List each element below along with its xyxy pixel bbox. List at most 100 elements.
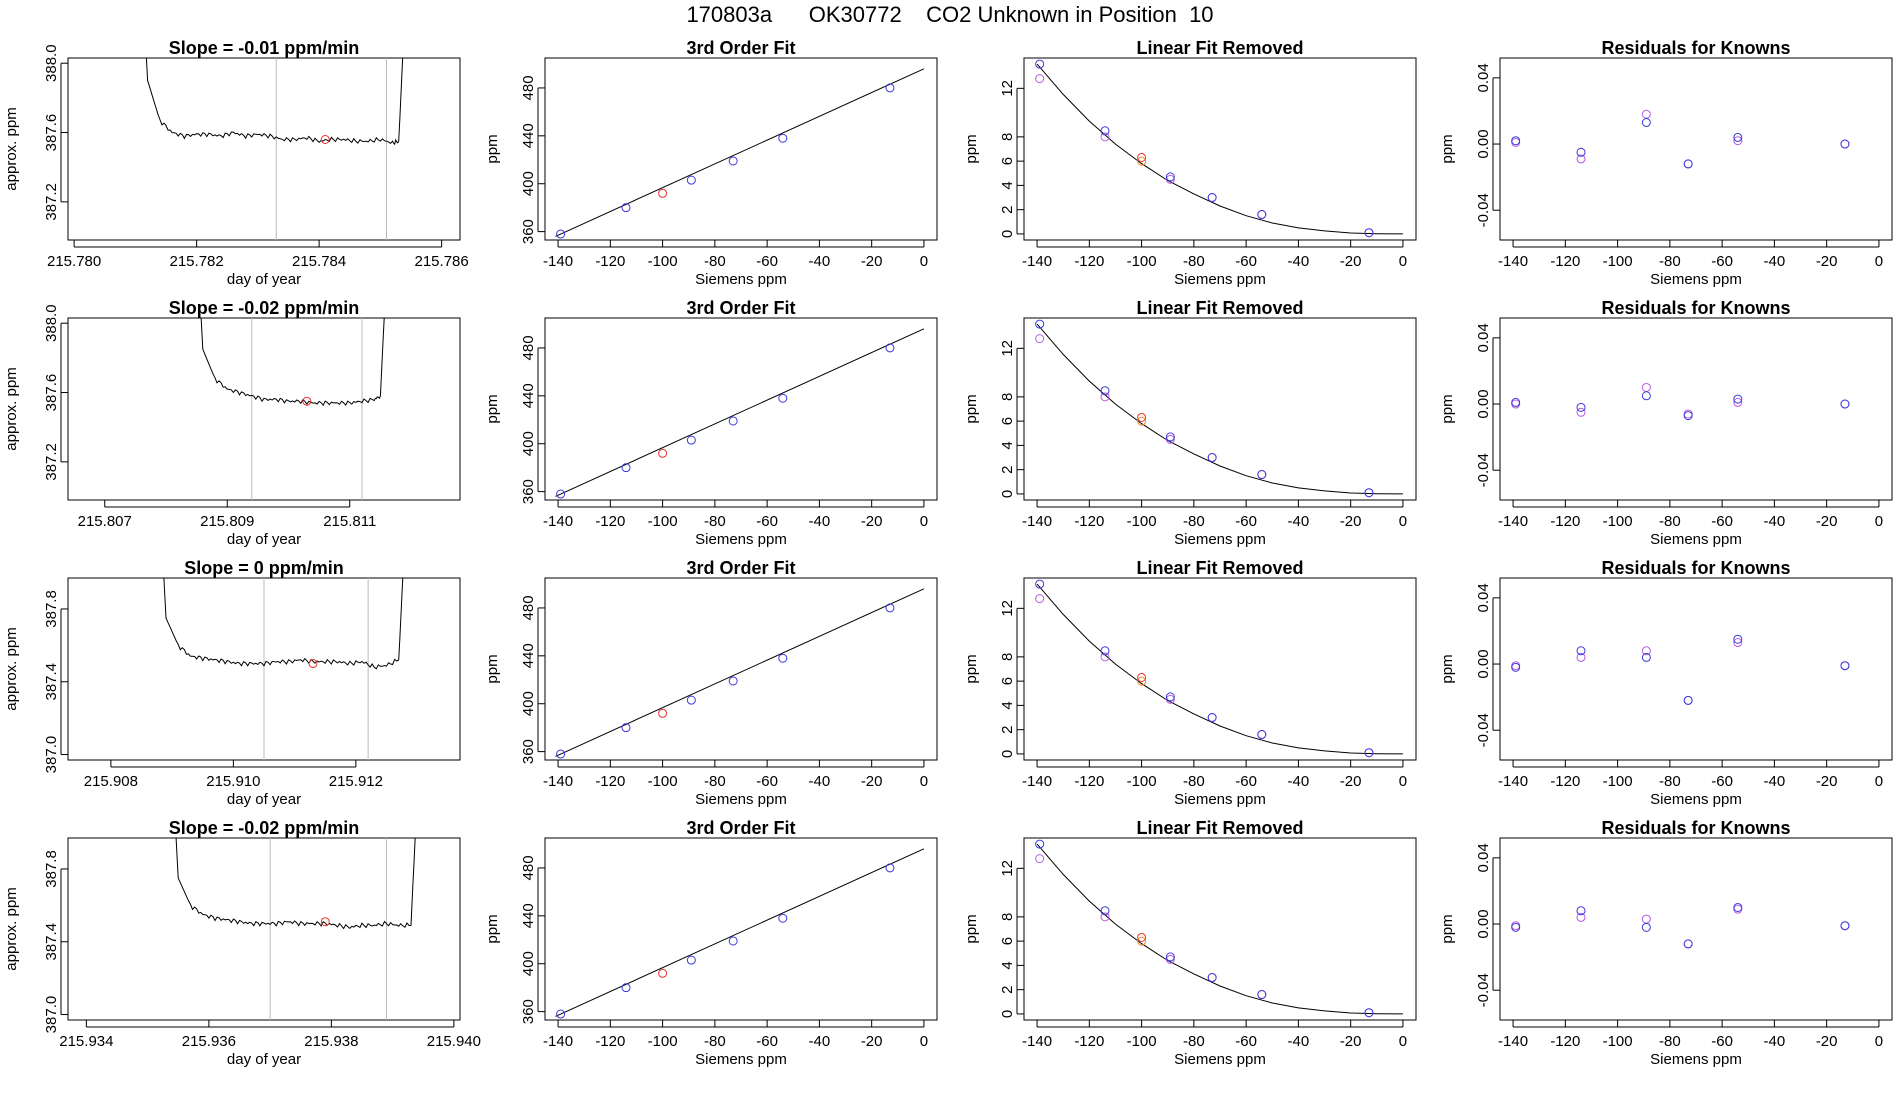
x-tick-label: -140 [1022,773,1052,790]
known-point [885,83,895,93]
plot-frame [544,57,938,241]
x-axis-label: Siemens ppm [695,1051,787,1068]
x-tick-label: -40 [1288,513,1310,530]
y-tick-label: 6 [999,677,1016,685]
known-point-alt [1035,594,1045,604]
y-tick-label: 400 [520,171,537,196]
y-tick-label: 8 [999,913,1016,921]
known-point [556,749,566,759]
x-tick-label: 0 [1875,773,1883,790]
x-tick-label: -80 [704,253,726,270]
plot-frame [1499,577,1893,761]
y-tick-label: 2 [999,985,1016,993]
residual-point-alt [1641,646,1651,656]
concentration-trace [163,578,404,670]
residual-point [1733,902,1743,912]
plot-frame [1023,577,1417,761]
x-tick-label: 0 [1875,1033,1883,1050]
residual-point-alt [1733,638,1743,648]
unknown-point [658,708,668,718]
unknown-point [658,448,668,458]
plot-area [1511,902,1850,949]
residual-point [1683,411,1693,421]
y-tick-label: 440 [520,123,537,148]
known-point [686,435,696,445]
y-axis-label: approx. ppm [3,887,20,970]
panel-title: Linear Fit Removed [1136,558,1303,578]
figure-title: 170803a OK30772 CO2 Unknown in Position … [686,2,1214,27]
x-tick-label: -100 [648,1033,678,1050]
x-tick-label: -140 [1498,513,1528,530]
residual-point-alt [1733,136,1743,146]
known-point [1165,432,1175,442]
plot-area [555,328,925,499]
known-point [1257,210,1267,220]
x-axis-label: day of year [227,531,301,548]
x-tick-label: 215.811 [323,513,376,530]
residual-point [1576,147,1586,157]
x-tick-label: -80 [704,513,726,530]
x-axis-label: Siemens ppm [1174,1051,1266,1068]
x-tick-label: -120 [595,1033,625,1050]
fit-curve [555,588,925,757]
y-axis-label: ppm [484,914,501,943]
x-tick-label: -140 [1498,253,1528,270]
y-tick-label: 480 [520,335,537,360]
x-tick-label: 0 [1399,773,1407,790]
known-point [728,936,738,946]
y-tick-label: 0.04 [1475,63,1492,92]
x-tick-label: -80 [1183,1033,1205,1050]
known-point [621,203,631,213]
known-point [1035,59,1045,69]
x-tick-label: -140 [1022,253,1052,270]
y-tick-label: 387.8 [43,590,60,628]
unknown-point [658,968,668,978]
known-point [686,955,696,965]
y-tick-label: 0.04 [1475,583,1492,612]
x-tick-label: -20 [861,253,883,270]
known-point [1100,126,1110,136]
x-tick-label: 0 [1399,1033,1407,1050]
x-tick-label: -120 [595,773,625,790]
residual-point-alt [1641,914,1651,924]
x-tick-label: -100 [1603,253,1633,270]
y-tick-label: 6 [999,157,1016,165]
x-tick-label: -100 [1603,1033,1633,1050]
known-point [728,156,738,166]
unknown-point [658,188,668,198]
y-tick-label: 12 [999,600,1016,617]
known-point [686,695,696,705]
y-tick-label: 400 [520,951,537,976]
x-tick-label: -120 [595,253,625,270]
x-axis-label: day of year [227,271,301,288]
y-axis-label: approx. ppm [3,367,20,450]
x-tick-label: -140 [543,1033,573,1050]
plot-frame [1499,837,1893,1021]
y-tick-label: 360 [520,999,537,1024]
panel-title: Residuals for Knowns [1601,818,1790,838]
x-tick-label: -120 [1074,513,1104,530]
y-tick-label: 12 [999,80,1016,97]
y-tick-label: 0.04 [1475,843,1492,872]
known-point [1257,730,1267,740]
y-tick-label: 0 [999,230,1016,238]
x-tick-label: -120 [1550,773,1580,790]
plot-frame [67,57,461,241]
x-axis-label: Siemens ppm [1174,271,1266,288]
panel-title: Residuals for Knowns [1601,558,1790,578]
y-tick-label: 2 [999,205,1016,213]
x-tick-label: -40 [1764,1033,1786,1050]
x-axis-label: Siemens ppm [1650,1051,1742,1068]
x-tick-label: -100 [648,513,678,530]
known-point-alt [1165,434,1175,444]
known-point [1364,228,1374,238]
known-point [1035,839,1045,849]
plot-area [200,318,385,500]
plot-area [1035,579,1403,758]
x-axis-label: Siemens ppm [1650,791,1742,808]
known-point-alt [1100,132,1110,142]
x-tick-label: -20 [861,773,883,790]
known-point [1207,453,1217,463]
y-tick-label: -0.04 [1475,453,1492,487]
residual-point-alt [1641,109,1651,119]
